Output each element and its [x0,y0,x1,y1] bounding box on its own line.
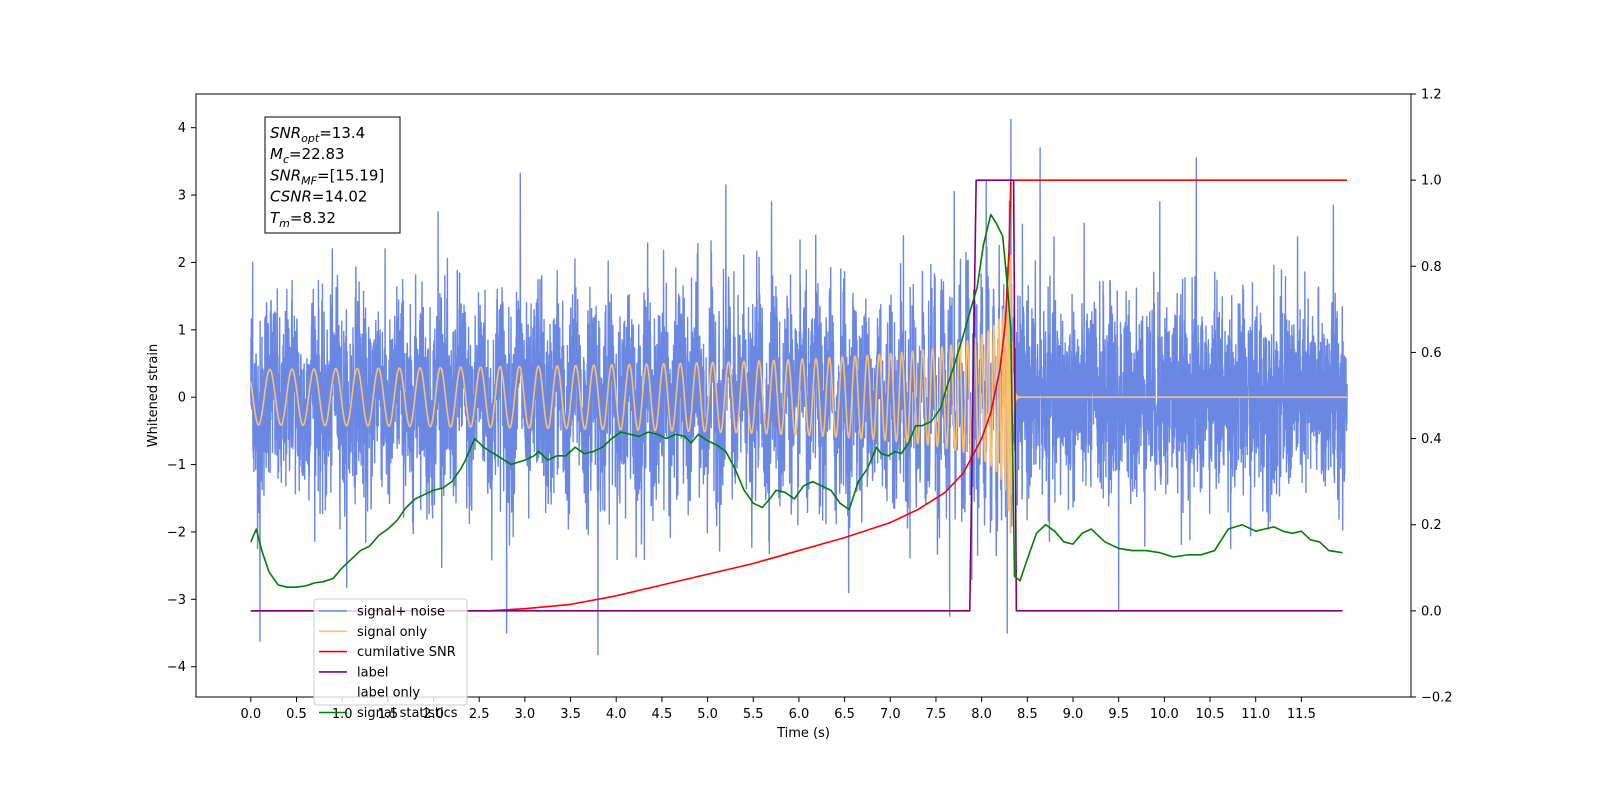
y-tick-label: −3 [167,593,186,608]
legend-label: signal statistics [357,706,458,721]
x-tick-label: 10.5 [1196,707,1225,722]
y-tick-label: 3 [178,189,186,204]
x-tick-label: 11.0 [1241,707,1270,722]
y2-tick-label: −0.2 [1421,691,1453,706]
series-line-1 [250,254,1348,534]
plot-frame [195,93,1412,698]
y2-tick-label: 0.4 [1421,432,1442,447]
y-tick-label: −4 [167,660,186,675]
x-tick-label: 9.5 [1108,707,1129,722]
series-line-2 [250,179,1348,612]
y-tick-label: −2 [167,525,186,540]
x-tick-label: 1.0 [332,707,353,722]
y2-tick-label: 1.0 [1421,174,1442,189]
y-tick-label: 2 [178,256,186,271]
x-tick-label: 7.5 [926,707,947,722]
x-tick-label: 3.0 [515,707,536,722]
y-axis-label: Whitened strain [146,344,161,447]
y2-tick-label: 1.2 [1421,88,1442,103]
annotation-line: SNRMF=[15.19] [270,166,384,187]
legend: signal+ noise signal only cumilative SNR la… [313,598,468,721]
annotation-frame [264,116,401,234]
y-tick-label: 1 [178,323,186,338]
x-axis-label: Time (s) [776,726,830,741]
series-line-5 [250,213,1343,588]
annotation-line: Tm=8.32 [270,209,336,230]
y2-tick-label: 0.6 [1421,346,1442,361]
y-axis-ticks: −4 −3 −2 −1 0 1 2 3 4 [167,121,196,675]
x-tick-label: 3.5 [560,707,581,722]
plot-traces [250,118,1348,656]
series-line-0 [250,118,1348,656]
x-tick-label: 4.5 [652,707,673,722]
x-tick-label: 10.0 [1150,707,1179,722]
y-tick-label: 4 [178,121,186,136]
legend-label: signal+ noise [357,605,445,620]
annotation-box: SNRopt=13.4Mc=22.83SNRMF=[15.19]CSNR=14.… [264,116,401,234]
x-tick-label: 2.0 [423,707,444,722]
legend-label: signal only [357,625,427,640]
x-tick-label: 6.0 [789,707,810,722]
x-tick-label: 5.5 [743,707,764,722]
series-line-3 [250,179,1343,612]
legend-label: label [357,665,388,680]
legend-label: label only [357,686,420,701]
x-tick-label: 7.0 [880,707,901,722]
legend-label: cumilative SNR [357,645,456,660]
y2-tick-label: 0.0 [1421,604,1442,619]
x-tick-label: 8.0 [971,707,992,722]
x-tick-label: 8.5 [1017,707,1038,722]
y2-tick-label: 0.8 [1421,260,1442,275]
y-tick-label: 0 [178,391,186,406]
y2-axis-ticks: −0.2 0.0 0.2 0.4 0.6 0.8 1.0 1.2 [1411,88,1453,706]
x-tick-label: 4.0 [606,707,627,722]
x-tick-label: 5.0 [697,707,718,722]
x-tick-label: 2.5 [469,707,490,722]
x-tick-label: 1.5 [377,707,398,722]
x-tick-label: 11.5 [1287,707,1316,722]
x-tick-label: 9.0 [1063,707,1084,722]
x-tick-label: 6.5 [834,707,855,722]
legend-frame [313,598,468,706]
annotation-line: CSNR=14.02 [270,188,367,206]
x-tick-label: 0.0 [240,707,261,722]
y2-tick-label: 0.2 [1421,518,1442,533]
annotation-line: Mc=22.83 [270,145,345,166]
x-tick-label: 0.5 [286,707,307,722]
annotation-line: SNRopt=13.4 [270,124,365,145]
y-tick-label: −1 [167,458,186,473]
x-axis-ticks: 0.0 0.5 1.0 1.5 2.0 2.5 3.0 3.5 4.0 4.5 5.0 5.5 6.0 6… [240,697,1316,722]
